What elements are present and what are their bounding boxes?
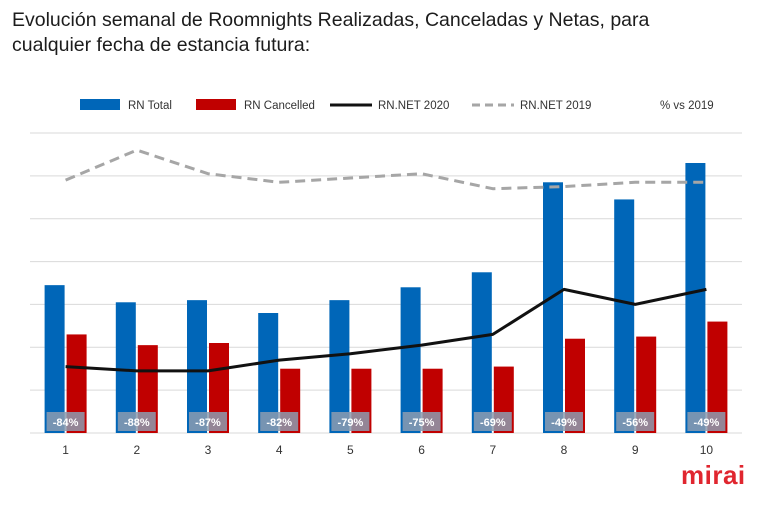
- chart-lines: [65, 148, 707, 373]
- pct-vs-2019-label: -84%: [53, 417, 79, 429]
- bar-rn-total: [329, 300, 350, 433]
- bar-rn-total: [471, 272, 492, 433]
- pct-label-box: [687, 412, 726, 431]
- chart-bars: [44, 163, 728, 433]
- pct-vs-2019-labels: -84% -88% -87% -82% -79% -75% -69% -49% -56% -49%: [46, 412, 726, 431]
- x-tick-label: 10: [700, 443, 714, 457]
- mirai-logo: mirai: [681, 460, 746, 490]
- line-rn-net-2019: [65, 148, 707, 191]
- chart-title: Evolución semanal de Roomnights Realizad…: [12, 8, 747, 58]
- chart-title-line-2: cualquier fecha de estancia futura:: [12, 34, 311, 56]
- bar-rn-total: [400, 287, 421, 433]
- pct-label-box: [545, 412, 583, 431]
- pct-vs-2019-label: -87%: [195, 417, 221, 429]
- legend-rn-cancelled: RN Cancelled: [196, 99, 315, 112]
- legend-rn-net-2020: RN.NET 2020: [330, 100, 449, 112]
- bar-rn-total: [187, 300, 207, 433]
- x-tick-label: 8: [561, 443, 568, 457]
- legend-label: RN.NET 2019: [520, 100, 591, 112]
- line-rn-net-2020: [65, 287, 707, 373]
- pct-label-box: [46, 412, 85, 431]
- bar-rn-cancelled: [137, 345, 158, 433]
- bar-rn-total: [543, 182, 563, 433]
- legend-rn-net-2019: RN.NET 2019: [472, 100, 591, 112]
- legend-label: RN Cancelled: [244, 100, 315, 112]
- x-tick-label: 9: [632, 443, 639, 457]
- pct-label-box: [402, 412, 441, 431]
- x-tick-label: 3: [205, 443, 212, 457]
- pct-label-box: [260, 412, 299, 431]
- pct-vs-2019-label: -69%: [480, 417, 506, 429]
- bar-rn-total: [115, 302, 136, 433]
- chart-title-line-1: Evolución semanal de Roomnights Realizad…: [12, 9, 650, 31]
- legend-swatch: [80, 99, 120, 110]
- pct-label-box: [473, 412, 512, 431]
- pct-vs-2019-label: -82%: [266, 417, 292, 429]
- bar-rn-cancelled: [209, 343, 229, 433]
- chart-legend: RN Total RN Cancelled RN.NET 2020 RN.NET 20…: [80, 99, 714, 112]
- pct-label-box: [117, 412, 156, 431]
- pct-vs-2019-label: -88%: [124, 417, 150, 429]
- pct-vs-2019-label: -49%: [551, 417, 577, 429]
- x-tick-label: 4: [276, 443, 283, 457]
- bar-rn-total: [258, 313, 279, 433]
- legend-rn-total: RN Total: [80, 99, 172, 112]
- pct-label-box: [189, 412, 227, 431]
- x-tick-label: 1: [62, 443, 69, 457]
- legend-label: RN Total: [128, 100, 172, 112]
- bar-rn-total: [614, 199, 635, 433]
- pct-vs-2019-label: -79%: [338, 417, 364, 429]
- x-tick-label: 2: [133, 443, 140, 457]
- bar-rn-cancelled: [66, 334, 87, 433]
- x-axis-tick-labels: 1 2 3 4 5 6 7 8 9 10: [62, 443, 713, 457]
- legend-label: RN.NET 2020: [378, 100, 449, 112]
- bar-rn-cancelled: [707, 321, 728, 433]
- bar-rn-total: [685, 163, 706, 433]
- bar-rn-total: [44, 285, 65, 433]
- x-tick-label: 7: [489, 443, 496, 457]
- legend-swatch: [196, 99, 236, 110]
- pct-vs-2019-label: -75%: [409, 417, 435, 429]
- bar-rn-cancelled: [636, 336, 657, 433]
- pct-label-box: [616, 412, 655, 431]
- legend-pct-vs-2019: % vs 2019: [660, 100, 714, 112]
- chart-gridlines: [30, 132, 742, 434]
- pct-label-box: [331, 412, 370, 431]
- x-tick-label: 6: [418, 443, 425, 457]
- pct-vs-2019-label: -56%: [622, 417, 648, 429]
- pct-vs-2019-label: -49%: [694, 417, 720, 429]
- bar-rn-cancelled: [565, 338, 585, 433]
- x-tick-label: 5: [347, 443, 354, 457]
